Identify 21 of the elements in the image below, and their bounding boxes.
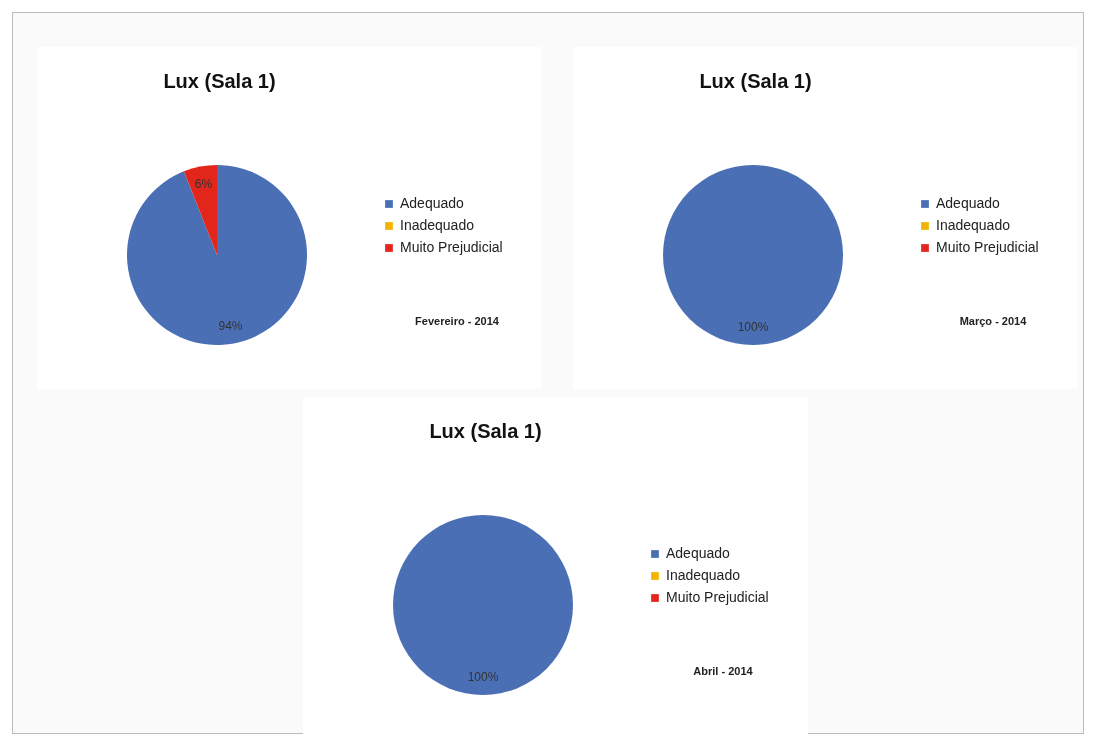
pie-slice [183,165,217,255]
legend-label: Inadequado [936,217,1011,233]
pie-slice [127,165,307,345]
chart-title: Lux (Sala 1) [699,70,812,92]
legend-label: Adequado [666,545,731,561]
legend-label: Inadequado [400,217,475,233]
text: Fevereiro - 2014 [415,315,500,327]
chart-title: Lux (Sala 1) [163,70,276,92]
data-label: 94% [218,318,243,333]
legend-label: Muito Prejudicial [666,589,769,605]
legend-label: Inadequado [666,567,741,583]
chart-title: Lux (Sala 1) [429,420,542,442]
legend-label: Muito Prejudicial [400,239,503,255]
text: Abril - 2014 [693,665,754,677]
data-label: 100% [467,670,499,684]
data-label: 6% [194,177,213,192]
legend-label: Adequado [936,195,1001,211]
legend-label: Adequado [400,195,465,211]
text: Março - 2014 [959,315,1028,327]
data-label: 100% [737,320,769,334]
legend-label: Muito Prejudicial [936,239,1039,255]
